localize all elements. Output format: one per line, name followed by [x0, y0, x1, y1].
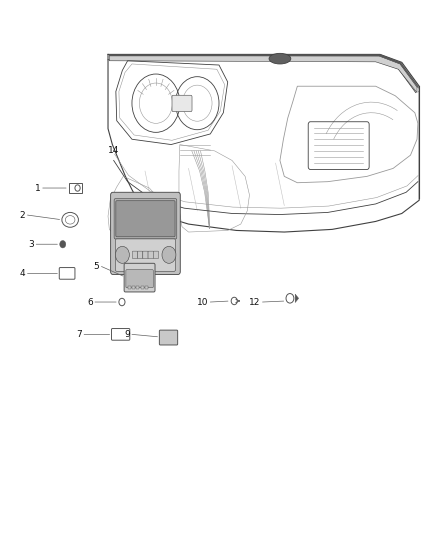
Text: 9: 9: [124, 330, 130, 339]
Circle shape: [116, 246, 129, 263]
FancyBboxPatch shape: [143, 251, 148, 259]
Bar: [69, 183, 82, 193]
Bar: [141, 286, 144, 289]
Text: 4: 4: [20, 269, 25, 278]
Polygon shape: [295, 294, 299, 303]
FancyBboxPatch shape: [148, 251, 153, 259]
FancyBboxPatch shape: [111, 192, 180, 274]
FancyBboxPatch shape: [116, 239, 176, 271]
FancyBboxPatch shape: [126, 270, 153, 288]
Ellipse shape: [269, 53, 291, 64]
FancyBboxPatch shape: [153, 251, 159, 259]
FancyBboxPatch shape: [132, 251, 138, 259]
FancyBboxPatch shape: [124, 263, 155, 292]
Bar: [127, 286, 131, 289]
Text: 10: 10: [197, 297, 208, 306]
Text: 3: 3: [28, 240, 34, 249]
Text: 2: 2: [20, 211, 25, 220]
Circle shape: [60, 240, 66, 248]
Bar: [132, 286, 135, 289]
Bar: [136, 286, 139, 289]
Text: 12: 12: [249, 297, 260, 306]
Circle shape: [162, 246, 176, 263]
Bar: [145, 286, 148, 289]
FancyBboxPatch shape: [159, 330, 178, 345]
Text: 7: 7: [76, 330, 82, 339]
FancyBboxPatch shape: [114, 199, 177, 239]
Polygon shape: [110, 54, 418, 88]
Text: 14: 14: [107, 147, 119, 156]
Text: 6: 6: [87, 297, 93, 306]
FancyBboxPatch shape: [116, 201, 175, 237]
Polygon shape: [110, 55, 417, 93]
Text: 5: 5: [94, 262, 99, 271]
FancyBboxPatch shape: [138, 251, 143, 259]
FancyBboxPatch shape: [172, 95, 192, 112]
Text: 1: 1: [35, 183, 41, 192]
